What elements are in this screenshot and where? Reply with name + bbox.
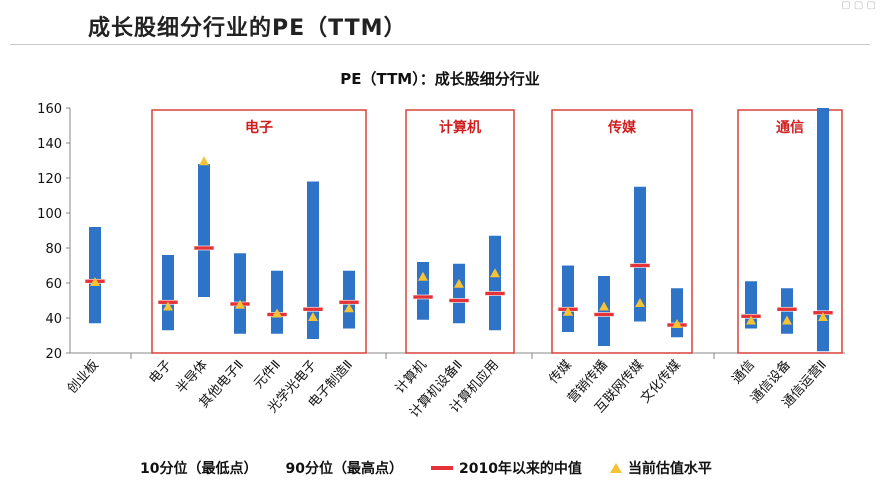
- current-marker: [746, 315, 756, 325]
- chart-legend: 10分位（最低点） 90分位（最高点） 2010年以来的中值 当前估值水平: [140, 458, 712, 478]
- x-category-label: 电子: [146, 358, 175, 387]
- median-marker: [302, 306, 324, 312]
- group-label: 传媒: [607, 119, 637, 136]
- range-bar: [489, 235, 501, 331]
- median-marker: [629, 263, 651, 268]
- range-bar: [343, 270, 355, 329]
- range-bar: [198, 164, 210, 297]
- title-divider: [10, 44, 870, 45]
- group-box: [151, 109, 367, 354]
- y-tick-label: 80: [45, 242, 62, 257]
- current-marker: [782, 315, 792, 325]
- range-bar: [817, 108, 829, 352]
- range-bar: [671, 288, 683, 338]
- current-marker: [635, 298, 645, 307]
- range-bar: [271, 270, 283, 334]
- range-bar: [562, 265, 574, 332]
- x-category-label: 传媒: [546, 358, 575, 387]
- legend-median-swatch: [430, 466, 453, 470]
- y-tick-label: 100: [37, 207, 62, 222]
- median-marker: [448, 298, 470, 303]
- range-bar: [598, 276, 610, 346]
- y-tick-label: 140: [37, 137, 62, 152]
- legend-item-current: 当前估值水平: [609, 458, 712, 478]
- legend-label-low: 10分位（最低点）: [140, 461, 258, 477]
- current-marker: [599, 301, 609, 311]
- current-marker: [490, 268, 500, 278]
- current-marker: [418, 271, 428, 281]
- range-bar: [162, 255, 174, 331]
- legend-item-low: 10分位（最低点）: [140, 458, 257, 478]
- legend-item-median: 2010年以来的中值: [430, 458, 582, 478]
- page-title: 成长股细分行业的PE（TTM）: [88, 16, 407, 41]
- current-marker: [563, 306, 573, 316]
- current-marker: [90, 277, 100, 286]
- legend-label-current: 当前估值水平: [627, 461, 712, 477]
- median-marker: [776, 306, 798, 312]
- median-marker: [593, 312, 615, 317]
- median-marker: [484, 291, 506, 296]
- median-marker: [193, 245, 215, 251]
- current-marker: [308, 312, 318, 321]
- y-tick-label: 120: [37, 172, 62, 187]
- current-marker: [672, 319, 682, 328]
- y-tick-label: 60: [45, 277, 62, 292]
- range-bar: [89, 227, 101, 324]
- group-box: [551, 109, 693, 354]
- legend-label-median: 2010年以来的中值: [458, 461, 582, 477]
- legend-current-swatch: [609, 463, 622, 473]
- median-marker: [412, 294, 434, 300]
- current-marker: [163, 301, 173, 311]
- x-category-label: 通信: [729, 358, 758, 387]
- current-marker: [272, 308, 282, 318]
- group-box: [737, 109, 843, 354]
- range-bar: [634, 186, 646, 322]
- group-box: [405, 109, 515, 354]
- x-category-label: 创业板: [65, 358, 102, 397]
- range-bar: [417, 262, 429, 320]
- range-bar: [307, 181, 319, 339]
- y-tick-label: 20: [45, 347, 62, 362]
- y-tick-label: 160: [37, 102, 62, 117]
- current-marker: [818, 312, 828, 321]
- group-label: 计算机: [439, 119, 481, 136]
- window-corner-marks: ▢ ▢ ▢: [841, 0, 876, 11]
- y-tick-label: 40: [45, 312, 62, 327]
- x-category-label: 文化传媒: [638, 358, 684, 407]
- current-marker: [344, 303, 354, 313]
- chart-title: PE（TTM）：成长股细分行业: [340, 70, 539, 88]
- group-label: 电子: [245, 119, 273, 136]
- legend-label-high: 90分位（最高点）: [285, 461, 403, 477]
- current-marker: [454, 278, 464, 288]
- range-bar: [453, 263, 465, 324]
- group-label: 通信: [776, 119, 804, 136]
- x-category-label: 元件Ⅱ: [251, 358, 284, 392]
- current-marker: [235, 299, 245, 309]
- current-marker: [199, 156, 209, 166]
- legend-item-high: 90分位（最高点）: [285, 458, 402, 478]
- range-bar: [234, 253, 246, 334]
